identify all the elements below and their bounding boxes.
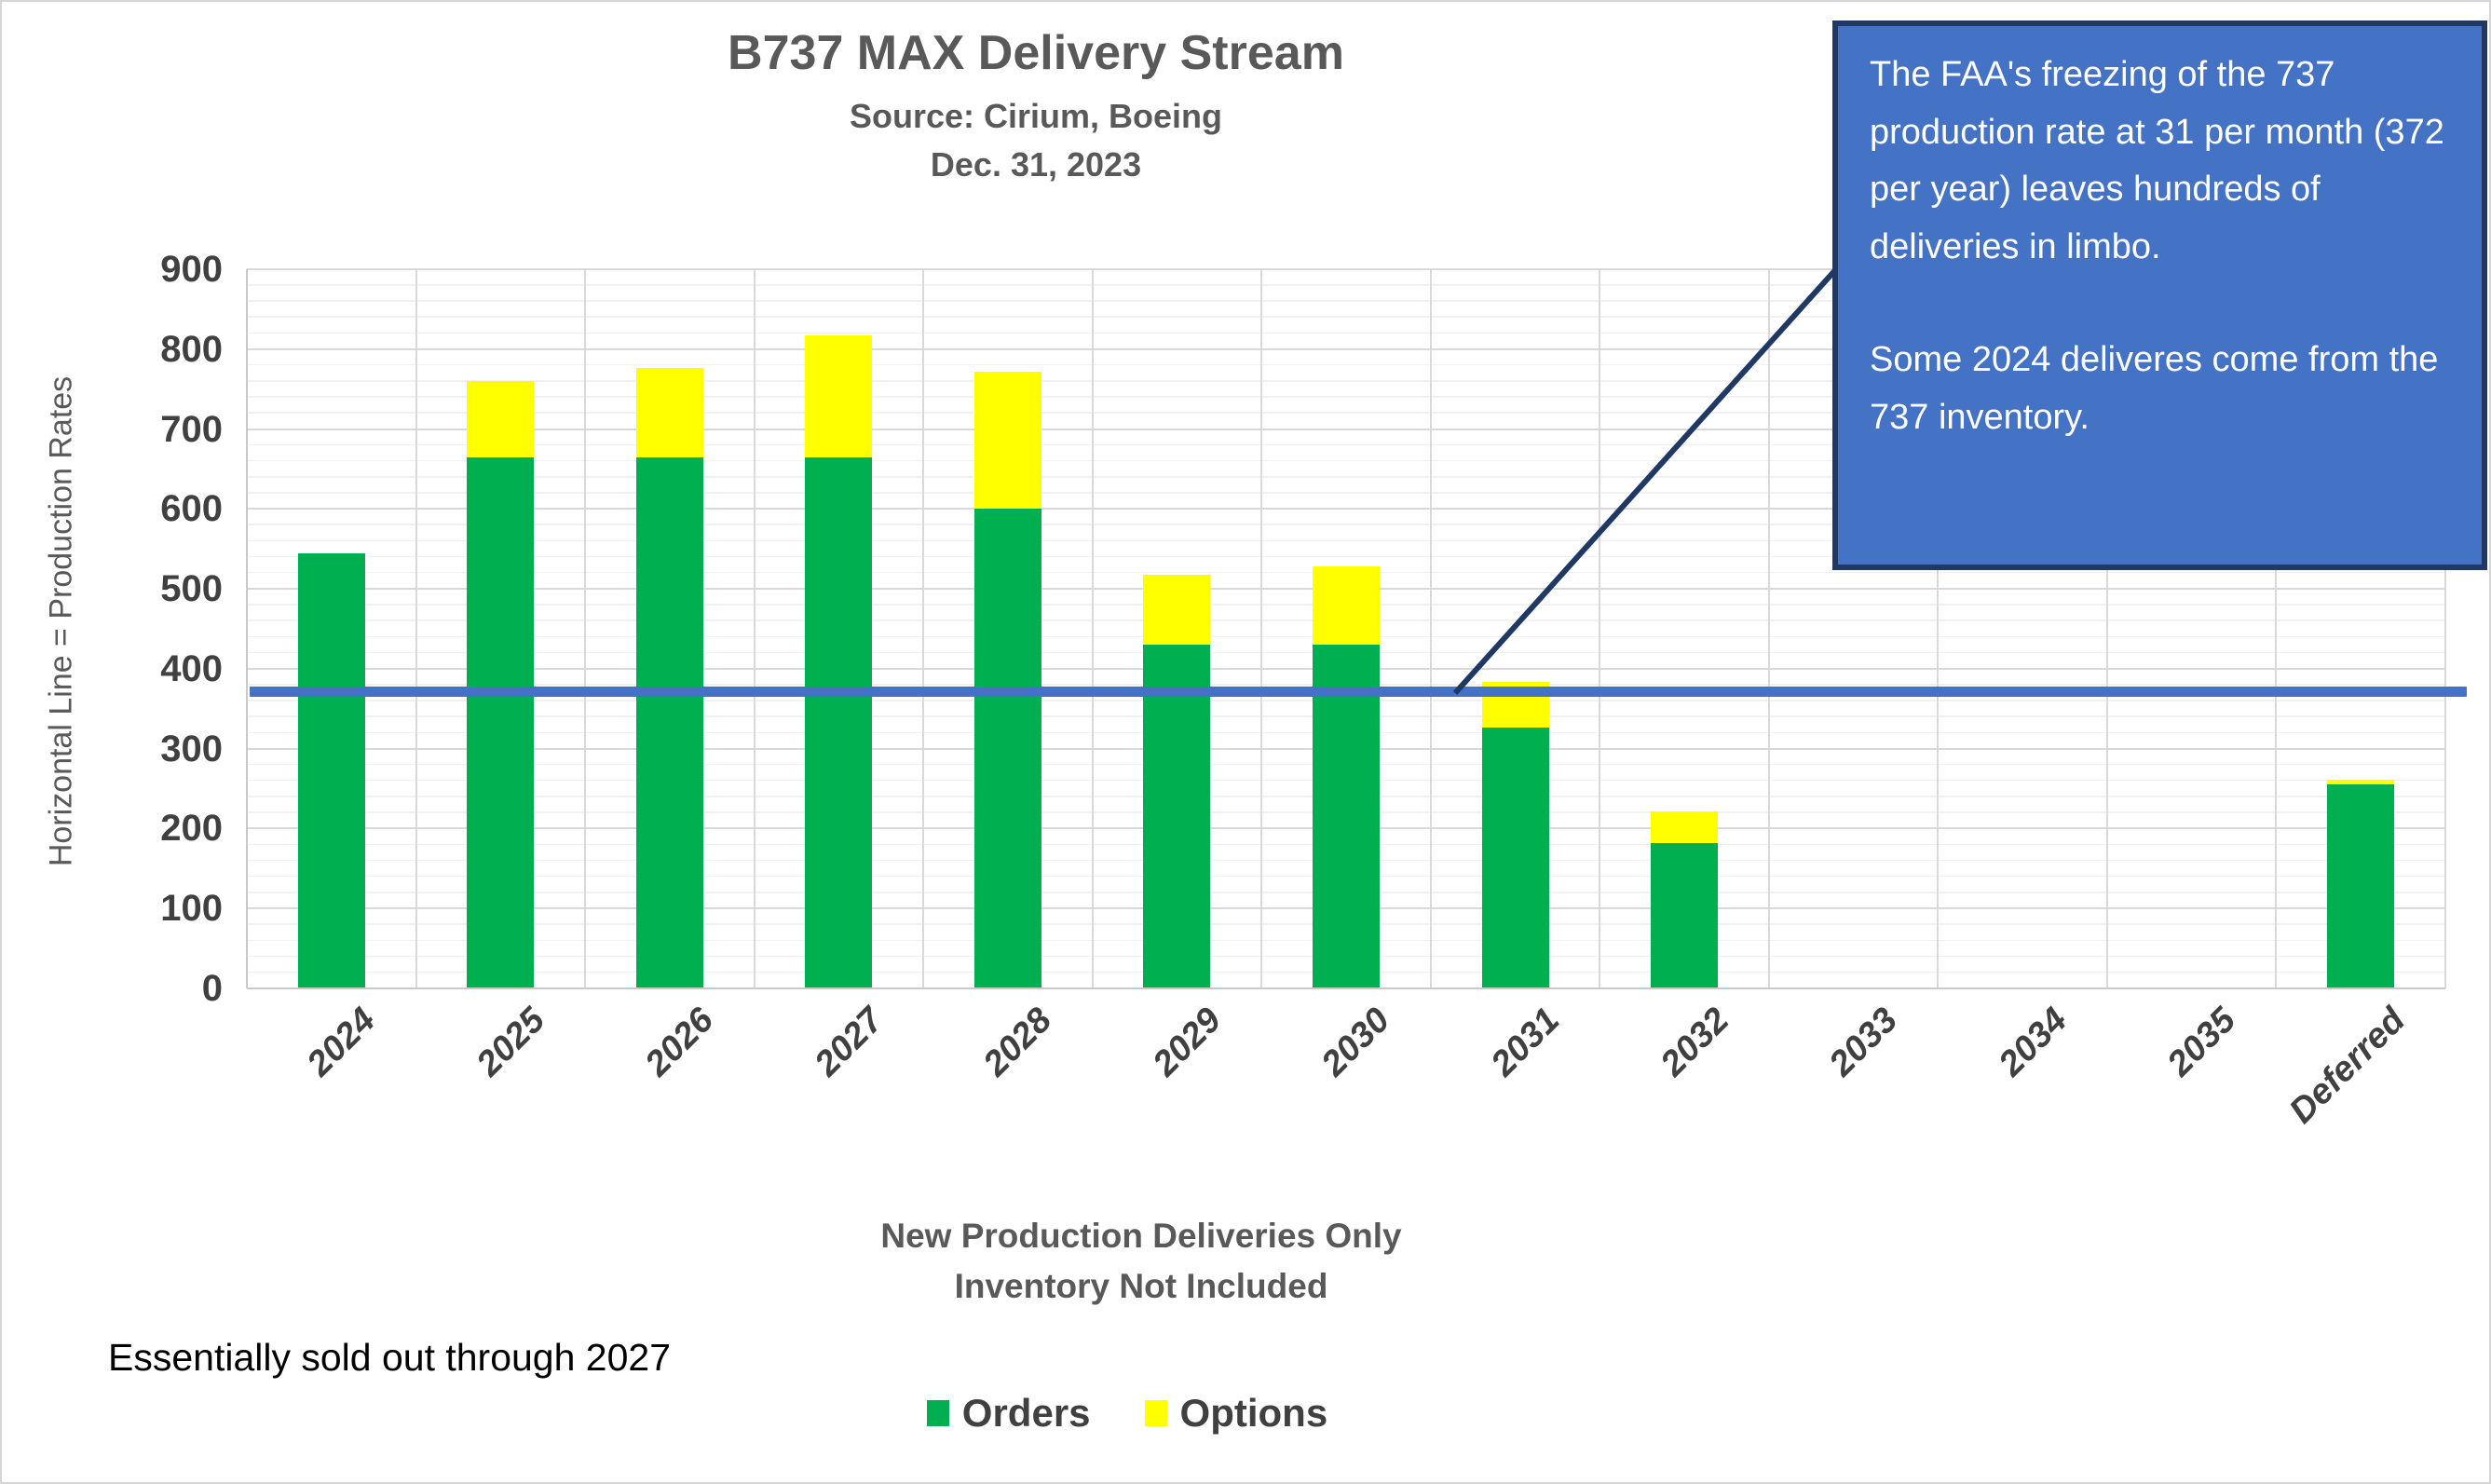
sold-out-note: Essentially sold out through 2027 <box>108 1336 672 1379</box>
minor-gridline <box>247 476 2445 478</box>
minor-gridline <box>247 316 2445 318</box>
bar-segment-options-2029 <box>1143 574 1211 646</box>
x-category-label-2033: 2033 <box>1821 1001 1906 1084</box>
vertical-gridline <box>1429 269 1432 988</box>
title-block: B737 MAX Delivery Stream Source: Cirium,… <box>524 26 1548 184</box>
chart-date: Dec. 31, 2023 <box>930 144 1142 184</box>
y-axis-title: Horizontal Line = Production Rates <box>43 375 79 867</box>
y-tick-label-900: 900 <box>160 249 223 290</box>
minor-gridline <box>247 524 2445 525</box>
y-tick-label-700: 700 <box>160 408 223 450</box>
bar-segment-orders-2031 <box>1481 727 1549 988</box>
vertical-gridline <box>415 269 417 988</box>
footer-note-line1: New Production Deliveries Only <box>880 1217 1402 1255</box>
legend: Orders Options <box>848 1394 1407 1433</box>
bar-segment-orders-deferred <box>2327 784 2395 988</box>
y-tick-label-100: 100 <box>160 888 223 930</box>
bar-segment-options-2030 <box>1313 566 1380 646</box>
plot-area <box>246 268 2446 989</box>
vertical-gridline <box>922 269 925 988</box>
x-category-label-2026: 2026 <box>638 1001 722 1084</box>
bar-segment-orders-2029 <box>1143 645 1211 988</box>
minor-gridline <box>247 459 2445 462</box>
vertical-gridline <box>1767 269 1770 988</box>
bar-segment-options-2026 <box>635 367 703 457</box>
minor-gridline <box>247 380 2445 382</box>
vertical-gridline <box>1091 269 1094 988</box>
y-tick-label-200: 200 <box>160 808 223 850</box>
legend-item-orders: Orders <box>926 1391 1091 1435</box>
minor-gridline <box>247 332 2445 334</box>
legend-swatch-orders <box>926 1400 949 1426</box>
vertical-gridline <box>2105 269 2108 988</box>
minor-gridline <box>247 363 2445 366</box>
x-category-label-2030: 2030 <box>1314 1001 1398 1084</box>
major-gridline <box>247 347 2445 350</box>
x-axis-line <box>247 987 2445 989</box>
x-category-label-2028: 2028 <box>976 1001 1060 1084</box>
x-category-label-2032: 2032 <box>1653 1001 1736 1084</box>
y-tick-label-0: 0 <box>201 968 223 1009</box>
y-tick-label-500: 500 <box>160 568 223 610</box>
minor-gridline <box>247 555 2445 558</box>
bar-segment-orders-2028 <box>973 509 1041 988</box>
production-rate-line <box>250 686 2467 697</box>
minor-gridline <box>247 412 2445 414</box>
minor-gridline <box>247 443 2445 446</box>
callout-paragraph-1: The FAA's freezing of the 737 production… <box>1870 55 2444 266</box>
vertical-gridline <box>2275 269 2278 988</box>
bar-segment-orders-2032 <box>1651 842 1719 988</box>
major-gridline <box>247 508 2445 511</box>
x-category-label-2034: 2034 <box>1991 1001 2075 1084</box>
major-gridline <box>247 268 2445 270</box>
bar-segment-orders-2027 <box>805 456 873 988</box>
annotation-callout-box: The FAA's freezing of the 737 production… <box>1832 20 2487 570</box>
x-category-label-deferred: Deferred <box>2281 1001 2413 1132</box>
x-category-label-2031: 2031 <box>1483 1001 1568 1084</box>
minor-gridline <box>247 284 2445 286</box>
legend-swatch-options <box>1144 1400 1167 1426</box>
x-category-label-2029: 2029 <box>1145 1001 1230 1084</box>
vertical-gridline <box>2444 269 2446 988</box>
major-gridline <box>247 428 2445 430</box>
bar-segment-options-2028 <box>973 371 1041 510</box>
footer-note: New Production Deliveries Only Inventory… <box>815 1211 1467 1311</box>
bar-segment-orders-2025 <box>467 456 535 988</box>
bar-segment-options-2027 <box>805 335 873 457</box>
vertical-gridline <box>1599 269 1601 988</box>
bar-segment-options-deferred <box>2327 780 2395 785</box>
bar-segment-orders-2030 <box>1313 645 1380 988</box>
legend-label-orders: Orders <box>961 1391 1091 1435</box>
bar-segment-orders-2024 <box>297 552 365 988</box>
y-tick-label-600: 600 <box>160 488 223 530</box>
vertical-gridline <box>753 269 755 988</box>
chart-title: B737 MAX Delivery Stream <box>728 26 1344 80</box>
bar-segment-orders-2026 <box>635 456 703 988</box>
y-axis-line <box>246 269 248 988</box>
y-tick-label-300: 300 <box>160 728 223 769</box>
legend-label-options: Options <box>1179 1391 1328 1435</box>
y-tick-label-400: 400 <box>160 647 223 689</box>
x-category-label-2024: 2024 <box>299 1001 384 1084</box>
vertical-gridline <box>1937 269 1940 988</box>
x-category-label-2027: 2027 <box>807 1001 892 1084</box>
callout-paragraph-2: Some 2024 deliveres come from the 737 in… <box>1870 340 2439 437</box>
bar-segment-options-2032 <box>1651 810 1719 843</box>
vertical-gridline <box>584 269 587 988</box>
footer-note-line2: Inventory Not Included <box>954 1266 1328 1305</box>
y-tick-label-800: 800 <box>160 328 223 370</box>
bar-segment-options-2025 <box>467 381 535 457</box>
chart-source: Source: Cirium, Boeing <box>849 96 1223 135</box>
minor-gridline <box>247 539 2445 542</box>
x-category-label-2025: 2025 <box>469 1001 552 1084</box>
vertical-gridline <box>1260 269 1263 988</box>
legend-item-options: Options <box>1144 1391 1328 1435</box>
x-category-label-2035: 2035 <box>2159 1001 2244 1084</box>
minor-gridline <box>247 300 2445 302</box>
minor-gridline <box>247 492 2445 494</box>
minor-gridline <box>247 396 2445 398</box>
